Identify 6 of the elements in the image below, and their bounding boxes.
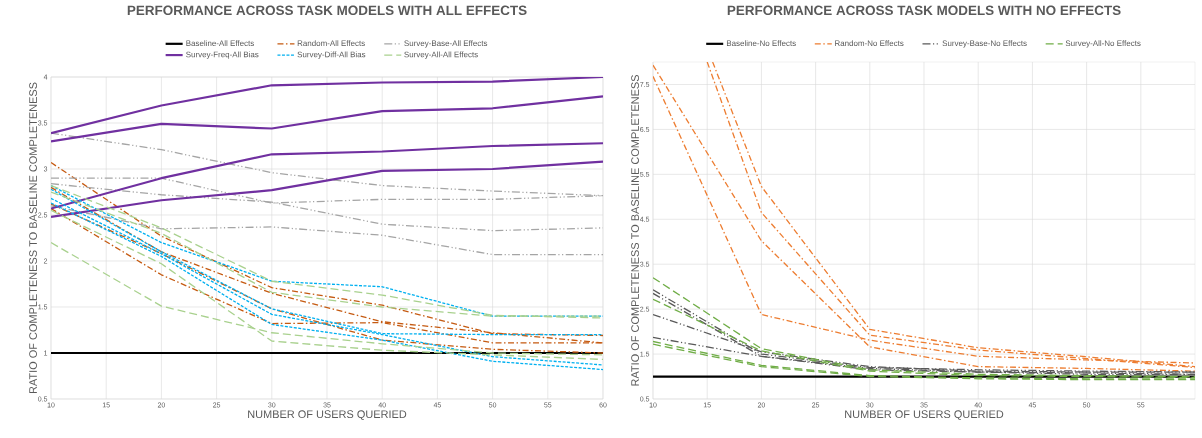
chart-title: PERFORMANCE ACROSS TASK MODELS WITH NO EFFECTS <box>727 5 1121 16</box>
chart-title: PERFORMANCE ACROSS TASK MODELS WITH ALL EFFECTS <box>127 5 527 16</box>
y-axis-title: RATIO OF COMPLETENESS TO BASELINE COMPLETENESS <box>29 82 37 394</box>
x-axis-title: NUMBER OF USERS QUERIED <box>845 410 1004 421</box>
y-axis-title: RATIO OF COMPLETENESS TO BASELINE COMPLETENESS <box>631 75 639 386</box>
x-axis-title: NUMBER OF USERS QUERIED <box>248 410 407 421</box>
